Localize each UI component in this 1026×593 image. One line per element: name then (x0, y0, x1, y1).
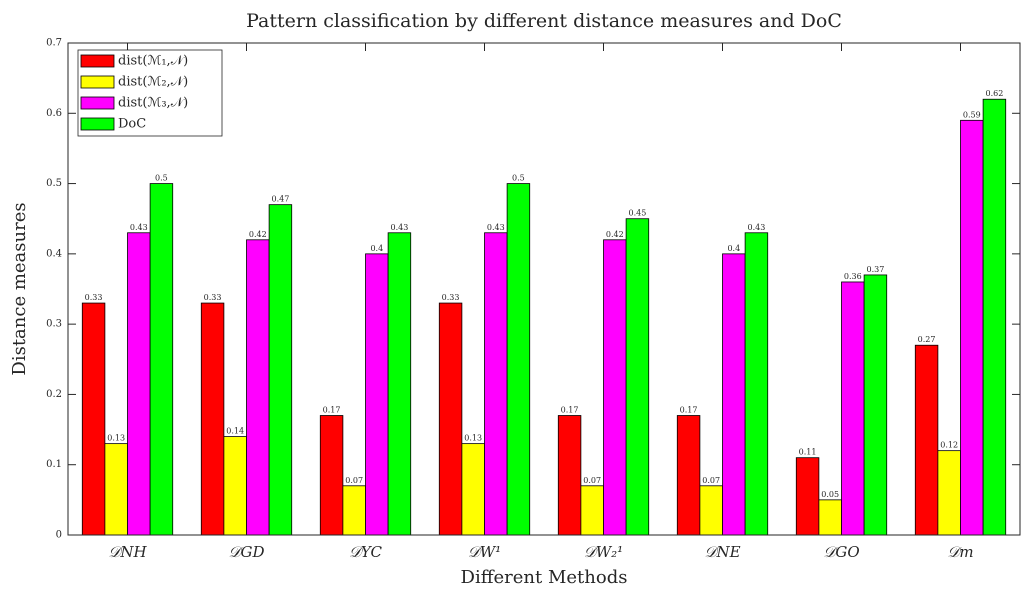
x-tick-label: 𝒟GO (823, 543, 859, 561)
legend-swatch (80, 117, 115, 131)
value-label: 0.33 (204, 293, 222, 302)
legend-swatch (80, 54, 115, 68)
value-label: 0.05 (821, 490, 839, 499)
y-tick-label: 0.6 (46, 108, 62, 119)
value-label: 0.17 (323, 406, 341, 415)
bar (81, 302, 106, 536)
x-axis-label: Different Methods (461, 567, 628, 588)
legend-label: DoC (118, 117, 146, 132)
value-label: 0.42 (249, 230, 267, 239)
value-label: 0.07 (702, 476, 720, 485)
value-label: 0.42 (606, 230, 624, 239)
bar (104, 443, 128, 536)
bar (863, 274, 888, 536)
bar (982, 98, 1007, 536)
legend-swatch (80, 96, 115, 110)
bar (506, 183, 531, 536)
value-label: 0.17 (680, 406, 698, 415)
y-tick-label: 0.3 (46, 319, 62, 330)
legend-label: dist(ℳ₂,𝒩) (118, 75, 188, 90)
bar (744, 232, 769, 536)
legend-label: dist(ℳ₁,𝒩) (118, 54, 188, 69)
bar (795, 457, 820, 536)
y-tick-label: 0.1 (46, 459, 62, 470)
value-label: 0.36 (844, 272, 862, 281)
value-label: 0.33 (442, 293, 460, 302)
value-label: 0.45 (629, 209, 647, 218)
value-label: 0.5 (155, 174, 168, 183)
value-label: 0.11 (799, 448, 817, 457)
value-label: 0.33 (85, 293, 103, 302)
plot-frame (67, 42, 1021, 536)
bar (246, 239, 270, 536)
value-label: 0.59 (963, 110, 981, 119)
x-tick-label: 𝒟GD (229, 543, 265, 561)
x-tick-label: 𝒟NH (108, 543, 147, 561)
value-label: 0.43 (391, 223, 409, 232)
legend-label: dist(ℳ₃,𝒩) (118, 96, 188, 111)
bar (676, 415, 701, 536)
value-label: 0.4 (727, 244, 740, 253)
bar (484, 232, 508, 536)
y-tick-label: 0.7 (46, 38, 62, 49)
y-tick-label: 0.5 (46, 178, 62, 189)
y-tick-label: 0.4 (46, 248, 62, 259)
bar (603, 239, 627, 536)
bar (818, 499, 842, 536)
x-tick-label: 𝒟W¹ (468, 543, 501, 561)
x-tick-label: 𝒟NE (704, 543, 740, 561)
bar (200, 302, 225, 536)
value-label: 0.62 (986, 89, 1004, 98)
value-label: 0.43 (487, 223, 505, 232)
bar (722, 253, 746, 536)
x-tick-label: 𝒟YC (349, 543, 383, 561)
x-tick-label: 𝒟m (947, 543, 973, 561)
bar (365, 253, 389, 536)
value-label: 0.12 (940, 441, 958, 450)
value-label: 0.07 (345, 476, 363, 485)
value-label: 0.07 (583, 476, 601, 485)
x-tick-label: 𝒟W₂¹ (584, 543, 623, 561)
bar (557, 415, 582, 536)
bar (699, 485, 723, 536)
bar (268, 204, 293, 536)
chart-title: Pattern classification by different dist… (246, 10, 842, 32)
value-label: 0.13 (464, 434, 482, 443)
bar (319, 415, 344, 536)
value-label: 0.37 (867, 265, 885, 274)
value-label: 0.4 (370, 244, 383, 253)
bar (914, 344, 939, 536)
bar (149, 183, 174, 536)
bar (387, 232, 412, 536)
y-tick-label: 0 (56, 530, 62, 541)
y-tick-label: 0.2 (46, 389, 62, 400)
value-label: 0.14 (226, 427, 244, 436)
bar (841, 281, 865, 536)
bar (461, 443, 485, 536)
bar (625, 218, 650, 536)
bar (580, 485, 604, 536)
value-label: 0.17 (561, 406, 579, 415)
value-label: 0.43 (130, 223, 148, 232)
y-axis-label: Distance measures (9, 202, 30, 375)
bar (223, 436, 247, 536)
bar (342, 485, 366, 536)
value-label: 0.13 (107, 434, 125, 443)
value-label: 0.5 (512, 174, 525, 183)
value-label: 0.27 (918, 335, 936, 344)
bar (937, 450, 961, 536)
value-label: 0.43 (748, 223, 766, 232)
bar (127, 232, 151, 536)
bar (960, 119, 984, 536)
legend-swatch (80, 75, 115, 89)
bar (438, 302, 463, 536)
value-label: 0.47 (272, 195, 290, 204)
